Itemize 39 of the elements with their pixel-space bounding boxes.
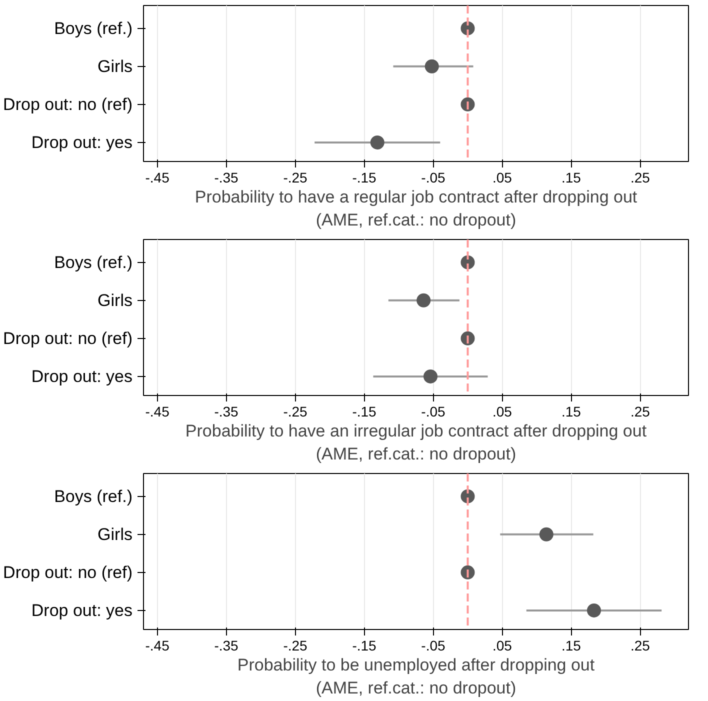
y-tick-label: Drop out: no (ref) <box>3 562 133 582</box>
x-tick-label: .15 <box>561 404 582 420</box>
x-tick-label: -.05 <box>421 170 446 186</box>
x-axis-title: Probability to be unemployed after dropping out (AME, ref.cat.: no dropout) <box>237 656 595 698</box>
x-tick-label: -.05 <box>421 404 446 420</box>
x-tick-label: .15 <box>561 170 582 186</box>
x-tick-label: -.35 <box>214 170 239 186</box>
y-tick-label: Drop out: yes <box>31 366 133 386</box>
y-tick-label: Drop out: no (ref) <box>3 328 133 348</box>
x-tick-label: .05 <box>492 404 512 420</box>
y-tick-label: Drop out: yes <box>31 600 133 620</box>
x-tick-label: .15 <box>561 638 582 654</box>
y-tick-label: Boys (ref.) <box>54 486 133 506</box>
x-tick-label: -.15 <box>352 638 377 654</box>
x-tick-label: -.15 <box>352 404 377 420</box>
x-tick-label: .25 <box>630 404 650 420</box>
y-tick-label: Girls <box>98 56 133 76</box>
x-tick-label: -.25 <box>283 404 308 420</box>
x-tick-label: .05 <box>492 638 512 654</box>
y-tick-label: Drop out: yes <box>31 132 133 152</box>
y-tick-label: Girls <box>98 524 133 544</box>
x-tick-label: .05 <box>492 170 512 186</box>
x-tick-label: -.35 <box>214 404 239 420</box>
y-tick-label: Boys (ref.) <box>54 252 133 272</box>
x-tick-label: -.05 <box>421 638 446 654</box>
x-tick-label: -.25 <box>283 170 308 186</box>
x-tick-label: -.45 <box>145 170 170 186</box>
x-tick-label: .25 <box>630 170 650 186</box>
y-tick-label: Drop out: no (ref) <box>3 94 133 114</box>
x-tick-label: -.45 <box>145 404 170 420</box>
x-tick-label: -.45 <box>145 638 170 654</box>
x-axis-title: Probability to have an irregular job contract after dropping out (AME, ref.cat.: no dropout) <box>185 422 647 464</box>
x-tick-label: .25 <box>630 638 650 654</box>
x-tick-label: -.35 <box>214 638 239 654</box>
x-tick-label: -.25 <box>283 638 308 654</box>
x-axis-title: Probability to have a regular job contract after dropping out (AME, ref.cat.: no dropout) <box>194 188 638 230</box>
y-tick-label: Girls <box>98 290 133 310</box>
y-tick-label: Boys (ref.) <box>54 18 133 38</box>
x-tick-label: -.15 <box>352 170 377 186</box>
